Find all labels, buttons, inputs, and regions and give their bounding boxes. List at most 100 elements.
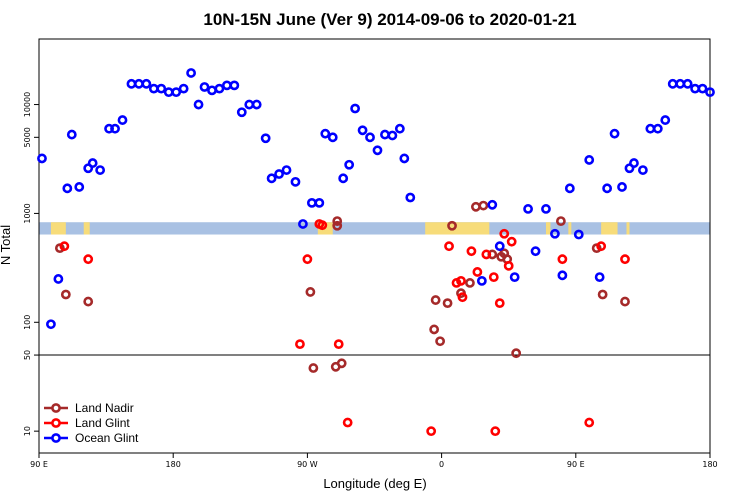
ocean-glint-point xyxy=(350,103,361,114)
land-glint-point xyxy=(472,267,483,277)
land-nadir-point xyxy=(555,216,566,226)
y-tick-label: 10 xyxy=(23,426,32,436)
ocean-strip xyxy=(39,222,710,235)
x-axis-label: Longitude (deg E) xyxy=(323,476,426,491)
ocean-glint-point xyxy=(399,153,410,164)
land-nadir-point xyxy=(332,216,343,226)
legend-label-ocean-glint: Ocean Glint xyxy=(75,431,139,445)
land-nadir-point xyxy=(429,324,440,335)
x-tick-label: 180 xyxy=(166,460,181,469)
ocean-glint-point xyxy=(251,99,262,110)
ocean-glint-point xyxy=(62,183,73,194)
land-glint-point xyxy=(490,426,501,437)
land-glint-point xyxy=(295,339,305,350)
land-nadir-point xyxy=(442,298,453,309)
ocean-glint-point xyxy=(682,78,693,89)
chart-title: 10N-15N June (Ver 9) 2014-09-06 to 2020-… xyxy=(203,10,576,29)
ocean-glint-point xyxy=(290,176,301,187)
ocean-glint-point xyxy=(281,165,292,175)
ocean-glint-point xyxy=(602,183,613,194)
x-tick-label: 90 E xyxy=(30,460,48,469)
land-nadir-point xyxy=(83,296,94,307)
y-tick-label: 50 xyxy=(23,350,32,360)
ocean-glint-point xyxy=(660,115,671,125)
land-glint-point xyxy=(596,241,607,252)
ocean-glint-point xyxy=(357,125,368,136)
ocean-glint-point xyxy=(494,241,505,252)
y-tick-label: 10000 xyxy=(23,92,32,117)
land-glint-point xyxy=(481,249,492,260)
legend-marker-land-glint xyxy=(51,418,61,428)
ocean-glint-point xyxy=(327,132,338,143)
ocean-glint-point xyxy=(314,197,325,208)
ocean-glint-point xyxy=(476,275,487,286)
land-nadir-point xyxy=(60,289,71,300)
y-tick-label: 5000 xyxy=(23,127,32,147)
land-nadir-point xyxy=(511,348,522,359)
ocean-glint-point xyxy=(365,132,375,143)
ocean-glint-point xyxy=(394,123,405,134)
y-axis-label: N Total xyxy=(0,225,13,265)
land-glint-point xyxy=(83,254,94,265)
ocean-glint-point xyxy=(557,270,568,281)
land-glint-point xyxy=(494,298,505,309)
ocean-glint-point xyxy=(87,158,98,168)
land-glint-point xyxy=(584,417,595,428)
ocean-glint-point xyxy=(260,133,271,144)
land-glint-point xyxy=(333,339,344,350)
ocean-glint-point xyxy=(266,173,277,184)
land-glint-point xyxy=(499,228,510,239)
land-segment xyxy=(568,222,572,235)
x-axis: 90 E 180 90 W 0 90 E 180 xyxy=(30,453,718,469)
land-segment xyxy=(83,222,90,235)
land-nadir-point xyxy=(478,200,489,211)
ocean-glint-point xyxy=(344,159,355,170)
ocean-glint-point xyxy=(652,123,663,134)
land-nadir-point xyxy=(430,295,441,305)
land-nadir-point xyxy=(308,363,319,373)
land-nadir-point xyxy=(597,289,608,300)
ocean-glint-point xyxy=(697,83,708,94)
ocean-glint-point xyxy=(186,68,196,78)
land-glint-point xyxy=(59,241,70,252)
ocean-glint-point xyxy=(617,182,627,192)
legend-label-land-nadir: Land Nadir xyxy=(75,401,134,415)
land-glint-point xyxy=(620,254,630,265)
x-tick-label: 90 E xyxy=(567,460,585,469)
land-glint-point xyxy=(302,254,313,265)
land-glint-point xyxy=(557,254,568,265)
ocean-glint-point xyxy=(320,128,331,139)
land-segment xyxy=(50,222,66,235)
ocean-glint-point xyxy=(74,182,85,192)
ocean-glint-point xyxy=(405,192,416,203)
y-tick-label: 1000 xyxy=(23,203,32,223)
ocean-glint-point xyxy=(193,99,204,110)
land-glint-point xyxy=(457,292,468,303)
ocean-glint-point xyxy=(178,83,189,94)
plot-frame xyxy=(38,38,711,454)
ocean-glint-point xyxy=(541,204,551,214)
ocean-glint-point xyxy=(638,165,648,175)
land-nadir-point xyxy=(336,358,347,369)
land-segment xyxy=(545,222,551,235)
ocean-glint-point xyxy=(609,128,620,139)
ocean-glint-point xyxy=(629,158,639,168)
land-segment xyxy=(601,222,618,235)
data-points xyxy=(37,68,715,437)
ocean-glint-point xyxy=(564,183,575,194)
ocean-glint-point xyxy=(199,82,210,92)
ocean-glint-point xyxy=(229,80,240,91)
ocean-glint-point xyxy=(236,107,247,118)
ocean-glint-point xyxy=(523,204,533,214)
land-glint-point xyxy=(488,272,499,283)
ocean-glint-point xyxy=(274,169,284,179)
land-glint-point xyxy=(456,275,466,286)
land-strip xyxy=(39,222,710,235)
legend-marker-land-nadir xyxy=(51,403,61,413)
land-nadir-point xyxy=(435,336,446,347)
land-glint-point xyxy=(506,236,517,247)
legend-label-land-glint: Land Glint xyxy=(75,416,130,430)
ocean-glint-point xyxy=(66,129,77,140)
